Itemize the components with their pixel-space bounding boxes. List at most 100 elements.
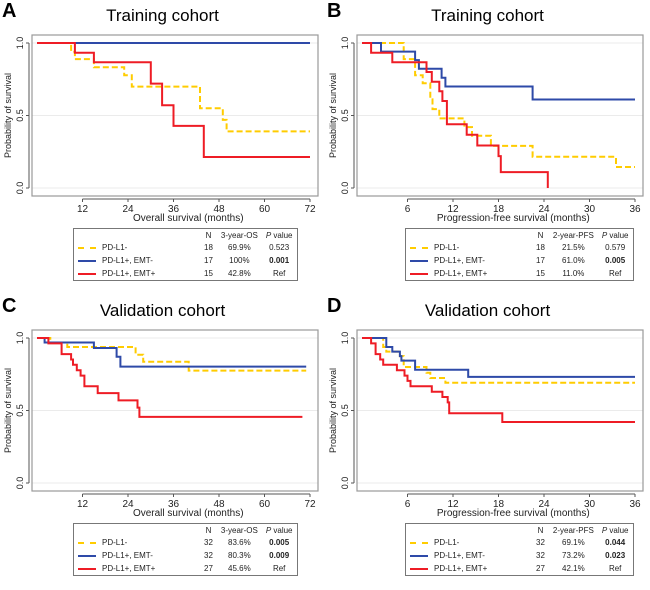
y-tick-label: 1.0 bbox=[15, 37, 25, 50]
y-axis-label: Probability of survival bbox=[328, 73, 338, 158]
legend-n: 18 bbox=[536, 243, 545, 252]
legend-label: PD-L1- bbox=[434, 243, 460, 252]
legend-row: PD-L1- 32 83.6% 0.005 bbox=[74, 536, 297, 549]
legend-swatch bbox=[410, 246, 428, 249]
legend-swatch bbox=[410, 541, 428, 544]
legend-label: PD-L1+, EMT+ bbox=[102, 564, 156, 573]
y-tick-label: 0.5 bbox=[340, 404, 350, 417]
legend-table: N 3-year-OS P value PD-L1- 32 83.6% 0.005 PD-L1… bbox=[73, 523, 298, 576]
legend-row: PD-L1+, EMT- 17 100% 0.001 bbox=[74, 254, 297, 267]
legend-label: PD-L1+, EMT+ bbox=[102, 269, 156, 278]
legend-n: 18 bbox=[204, 243, 213, 252]
legend-label: PD-L1+, EMT- bbox=[102, 256, 153, 265]
legend-row: PD-L1+, EMT+ 15 11.0% Ref bbox=[406, 267, 633, 280]
y-tick-label: 0.0 bbox=[15, 182, 25, 195]
panel-b: B Training cohort 0.0 0.5 1.0 Probability o… bbox=[325, 0, 650, 295]
panel-c: C Validation cohort 0.0 0.5 1.0 Probability… bbox=[0, 295, 325, 590]
y-tick-label: 0.5 bbox=[15, 109, 25, 122]
legend-label: PD-L1+, EMT+ bbox=[434, 269, 488, 278]
x-tick-label: 12 bbox=[77, 499, 89, 510]
legend-rate: 80.3% bbox=[228, 551, 251, 560]
legend-rate: 69.1% bbox=[562, 538, 585, 547]
legend-n: 32 bbox=[536, 538, 545, 547]
y-tick-label: 1.0 bbox=[340, 332, 350, 345]
legend-p-value: 0.009 bbox=[269, 551, 290, 560]
legend-table: N 2-year-PFS P value PD-L1- 32 69.1% 0.044 PD-L… bbox=[405, 523, 634, 576]
legend-row: PD-L1+, EMT- 32 73.2% 0.023 bbox=[406, 549, 633, 562]
panel-letter: D bbox=[327, 295, 342, 317]
x-tick-label: 72 bbox=[304, 499, 316, 510]
legend-row: PD-L1+, EMT+ 15 42.8% Ref bbox=[74, 267, 297, 280]
legend-row: PD-L1- 32 69.1% 0.044 bbox=[406, 536, 633, 549]
legend-label: PD-L1+, EMT- bbox=[434, 551, 485, 560]
x-tick-label: 12 bbox=[77, 204, 89, 215]
legend-swatch bbox=[78, 272, 96, 275]
legend-swatch bbox=[78, 554, 96, 557]
km-plot: 0.0 0.5 1.0 Probability of survival 6 12 18 24 3… bbox=[328, 329, 644, 519]
plot-frame bbox=[356, 34, 644, 197]
legend-p-value: Ref bbox=[608, 564, 622, 573]
x-tick-label: 24 bbox=[538, 499, 550, 510]
x-tick-label: 12 bbox=[447, 499, 459, 510]
legend-p-value: 0.523 bbox=[269, 243, 290, 252]
survival-curve-pd-l1-emtpos bbox=[362, 42, 549, 188]
x-axis-label: Overall survival (months) bbox=[133, 508, 244, 519]
legend-p-value: Ref bbox=[272, 564, 286, 573]
legend-rate: 83.6% bbox=[228, 538, 251, 547]
x-tick-label: 48 bbox=[213, 499, 225, 510]
legend-rate: 45.6% bbox=[228, 564, 251, 573]
survival-curve-pd-l1-emtpos bbox=[362, 337, 635, 423]
legend-header: 2-year-PFS bbox=[552, 230, 594, 240]
legend-rate: 69.9% bbox=[228, 243, 251, 252]
x-tick-label: 36 bbox=[168, 204, 180, 215]
survival-curve-pd-l1neg bbox=[362, 42, 635, 168]
chart-title: Training cohort bbox=[431, 6, 544, 25]
legend-label: PD-L1+, EMT- bbox=[434, 256, 485, 265]
legend-swatch bbox=[410, 567, 428, 570]
legend-row: PD-L1+, EMT+ 27 45.6% Ref bbox=[74, 562, 297, 575]
survival-curve-pd-l1-emtneg bbox=[362, 337, 635, 378]
y-axis-label: Probability of survival bbox=[3, 73, 13, 158]
legend-p-value: 0.044 bbox=[605, 538, 626, 547]
legend-header: P value bbox=[601, 525, 629, 535]
x-tick-label: 24 bbox=[122, 204, 134, 215]
legend-n: 32 bbox=[536, 551, 545, 560]
x-tick-label: 18 bbox=[493, 499, 505, 510]
x-tick-label: 60 bbox=[259, 204, 271, 215]
legend-swatch bbox=[78, 246, 96, 249]
legend-n: 32 bbox=[204, 551, 213, 560]
legend-header: P value bbox=[601, 230, 629, 240]
chart-title: Training cohort bbox=[106, 6, 219, 25]
plot-frame bbox=[31, 329, 319, 492]
legend-label: PD-L1+, EMT+ bbox=[434, 564, 488, 573]
x-tick-label: 18 bbox=[493, 204, 505, 215]
y-tick-label: 0.5 bbox=[15, 404, 25, 417]
legend-rate: 11.0% bbox=[562, 269, 585, 278]
legend-n: 17 bbox=[204, 256, 213, 265]
panel-a: A Training cohort 0.0 0.5 1.0 Probability o… bbox=[0, 0, 325, 295]
y-axis-label: Probability of survival bbox=[3, 368, 13, 453]
km-plot: 0.0 0.5 1.0 Probability of survival 12 24 36 48… bbox=[3, 329, 319, 519]
x-tick-label: 24 bbox=[538, 204, 550, 215]
legend-swatch bbox=[410, 272, 428, 275]
legend-rate: 100% bbox=[229, 256, 250, 265]
x-tick-label: 60 bbox=[259, 499, 271, 510]
legend-label: PD-L1- bbox=[102, 538, 128, 547]
plot-frame bbox=[31, 34, 319, 197]
legend-n: 15 bbox=[204, 269, 213, 278]
x-tick-label: 36 bbox=[629, 204, 641, 215]
survival-curve-pd-l1-emtpos bbox=[37, 42, 310, 158]
legend-row: PD-L1- 18 21.5% 0.579 bbox=[406, 241, 633, 254]
legend-row: PD-L1+, EMT- 17 61.0% 0.005 bbox=[406, 254, 633, 267]
legend-swatch bbox=[410, 554, 428, 557]
legend-n: 17 bbox=[536, 256, 545, 265]
legend-label: PD-L1- bbox=[434, 538, 460, 547]
x-tick-label: 6 bbox=[405, 204, 411, 215]
legend-p-value: Ref bbox=[608, 269, 622, 278]
panel-letter: C bbox=[2, 295, 17, 317]
legend-header: 3-year-OS bbox=[220, 230, 258, 240]
legend-swatch bbox=[78, 259, 96, 262]
x-tick-label: 36 bbox=[168, 499, 180, 510]
legend-row: PD-L1- 18 69.9% 0.523 bbox=[74, 241, 297, 254]
legend-rate: 73.2% bbox=[562, 551, 585, 560]
